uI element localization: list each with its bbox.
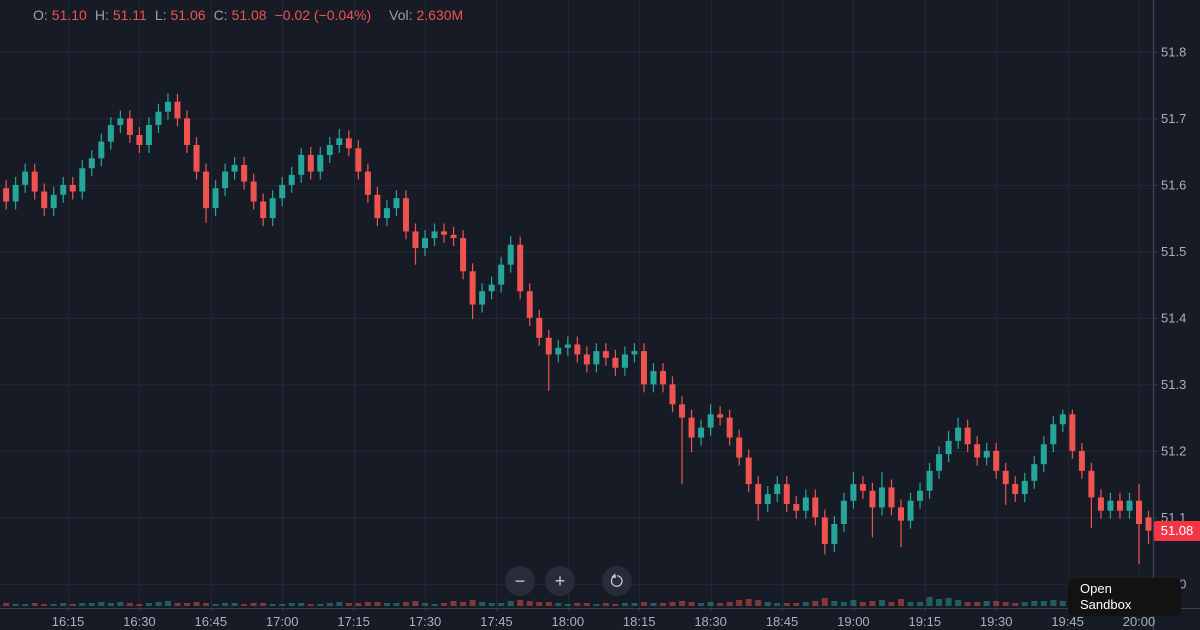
last-price-badge: 51.08 <box>1154 520 1200 541</box>
volume-label: Vol: <box>389 7 413 23</box>
svg-text:51.7: 51.7 <box>1161 111 1186 126</box>
price-axis[interactable]: 51.851.751.651.551.451.351.251.151.0 <box>1152 0 1186 630</box>
svg-text:19:45: 19:45 <box>1051 614 1084 629</box>
svg-text:18:30: 18:30 <box>694 614 727 629</box>
svg-text:51.5: 51.5 <box>1161 244 1186 259</box>
open-sandbox-button[interactable]: Open Sandbox <box>1068 578 1181 616</box>
minus-icon: − <box>514 571 526 591</box>
svg-text:16:15: 16:15 <box>52 614 85 629</box>
svg-text:51.6: 51.6 <box>1161 177 1186 192</box>
volume-value: 2.630M <box>416 7 464 23</box>
plus-icon: + <box>554 571 566 591</box>
close-value: 51.08 <box>231 7 267 23</box>
low-label: L: <box>154 7 167 23</box>
svg-text:18:45: 18:45 <box>766 614 799 629</box>
svg-text:19:30: 19:30 <box>980 614 1013 629</box>
high-value: 51.11 <box>112 7 147 23</box>
svg-text:17:15: 17:15 <box>337 614 370 629</box>
svg-text:51.4: 51.4 <box>1161 310 1186 325</box>
svg-text:17:00: 17:00 <box>266 614 299 629</box>
change-value: −0.02 (−0.04%) <box>274 7 372 23</box>
svg-text:17:30: 17:30 <box>409 614 442 629</box>
high-label: H: <box>94 7 109 23</box>
svg-text:16:45: 16:45 <box>195 614 228 629</box>
open-label: O: <box>33 7 48 23</box>
ohlc-legend: O: 51.10 H: 51.11 L: 51.06 C: 51.08 −0.0… <box>33 6 471 24</box>
time-axis[interactable]: 16:15 16:30 16:45 17:00 17:15 17:30 17:45 18:00… <box>0 608 1200 629</box>
svg-text:51.8: 51.8 <box>1161 44 1186 59</box>
chart-zoom-controls: − + <box>505 566 632 596</box>
svg-text:18:15: 18:15 <box>623 614 656 629</box>
svg-text:17:45: 17:45 <box>480 614 513 629</box>
svg-text:16:30: 16:30 <box>123 614 156 629</box>
close-label: C: <box>213 7 228 23</box>
reset-arrow-icon <box>610 573 623 587</box>
svg-text:19:15: 19:15 <box>909 614 942 629</box>
zoom-out-button[interactable]: − <box>505 566 535 596</box>
open-sandbox-label: Open Sandbox <box>1080 581 1132 612</box>
open-value: 51.10 <box>51 7 87 23</box>
reset-chart-button[interactable] <box>602 566 632 596</box>
svg-text:18:00: 18:00 <box>552 614 585 629</box>
candles-layer <box>3 93 1152 564</box>
svg-text:19:00: 19:00 <box>837 614 870 629</box>
chart-grid <box>0 0 1153 608</box>
svg-text:51.3: 51.3 <box>1161 377 1186 392</box>
svg-text:20:00: 20:00 <box>1123 614 1156 629</box>
svg-text:51.2: 51.2 <box>1161 443 1186 458</box>
low-value: 51.06 <box>170 7 206 23</box>
zoom-in-button[interactable]: + <box>545 566 575 596</box>
